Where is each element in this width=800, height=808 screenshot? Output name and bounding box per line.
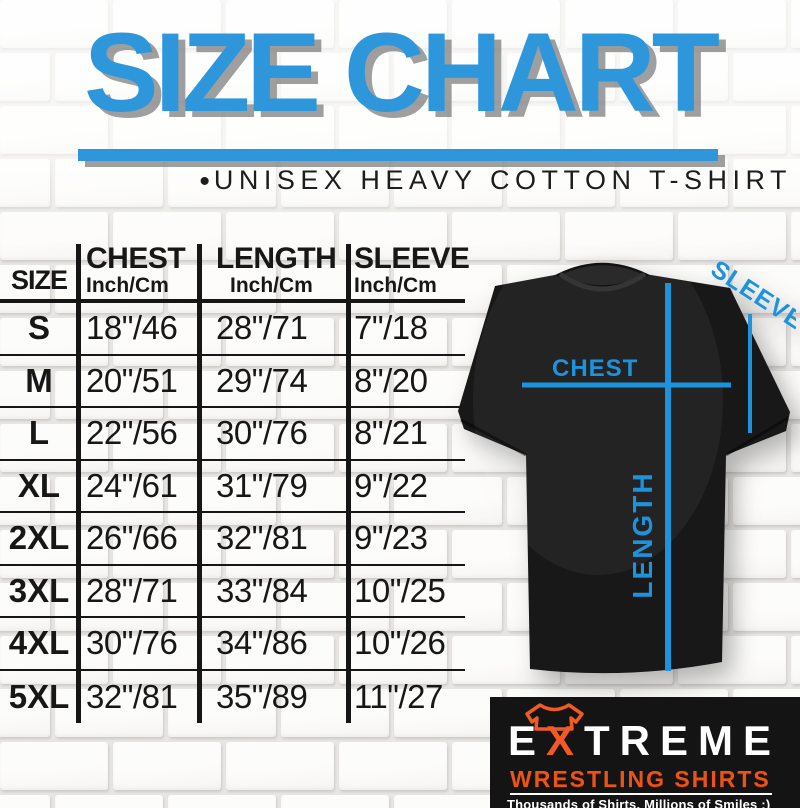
brand-tagline: Thousands of Shirts. Millions of Smiles … [507,797,771,808]
bullet-icon: • [199,165,210,198]
header-size: SIZE [10,265,68,295]
brand-subname: WRESTLING SHIRTS [510,766,771,792]
table-row: M 20"/51 29"/74 8"/20 [0,356,465,408]
tshirt-photo [458,250,790,674]
length-value: 29"/74 [216,361,308,399]
length-value: 34"/86 [216,624,308,662]
header-chest: CHEST Inch/Cm [86,241,186,297]
table-row: 5XL 32"/81 35"/89 11"/27 [0,671,465,724]
length-value: 33"/84 [216,571,308,609]
header-length: LENGTH Inch/Cm [216,241,337,297]
collar-band [558,271,647,292]
table-row: L 22"/56 30"/76 8"/21 [0,408,465,461]
sleeve-value: 7"/18 [354,309,428,347]
sleeve-value: 10"/26 [354,624,446,662]
sleeve-crease-right [725,416,789,457]
size-label: S [27,309,50,347]
length-value: 32"/81 [216,519,308,557]
brand-logo: EXTREME WRESTLING SHIRTS Thousands of Sh… [490,697,800,808]
chest-value: 28"/71 [86,571,178,609]
sleeve-value: 10"/25 [354,571,446,609]
table-row: 3XL 28"/71 33"/84 10"/25 [0,566,465,618]
size-label: 3XL [8,571,70,609]
brand-name-prefix: E [508,717,547,764]
table-header-row: SIZE CHEST Inch/Cm LENGTH Inch/Cm SLEEVE… [0,241,470,303]
table-row: 4XL 30"/76 34"/86 10"/26 [0,618,465,671]
table-row: XL 24"/61 31"/79 9"/22 [0,461,465,513]
chest-label: CHEST [552,355,638,382]
size-label: 4XL [8,624,70,662]
size-table: SIZE CHEST Inch/Cm LENGTH Inch/Cm SLEEVE… [0,241,470,724]
table-row: 2XL 26"/66 32"/81 9"/23 [0,513,465,566]
page-title: SIZE CHART [84,10,720,135]
sleeve-value: 9"/23 [354,519,428,557]
length-value: 28"/71 [216,309,308,347]
sleeve-value: 9"/22 [354,466,428,504]
fabric-highlight [473,250,723,575]
brand-name-suffix: TREME [584,717,782,764]
sleeve-value: 8"/20 [354,361,428,399]
chest-value: 22"/56 [86,414,178,452]
tshirt-icon [525,703,584,731]
subtitle: • UNISEX HEAVY COTTON T-SHIRT [199,165,792,199]
brand-name-x: X [546,717,585,764]
table-divider [346,244,351,723]
chest-value: 26"/66 [86,519,178,557]
chest-value: 18"/46 [86,309,178,347]
sleeve-value: 11"/27 [354,677,443,715]
size-label: M [25,361,53,399]
subtitle-text: UNISEX HEAVY COTTON T-SHIRT [213,165,792,195]
tshirt-body [458,274,790,674]
length-value: 35"/89 [216,677,308,715]
size-label: 5XL [8,677,70,715]
tshirt-diagram: CHEST LENGTH SLEEVE [458,250,796,674]
sleeve-value: 8"/21 [354,414,428,452]
logo-divider [510,793,772,795]
table-row: S 18"/46 28"/71 7"/18 [0,303,465,356]
title-underline [78,149,718,161]
table-divider [197,244,202,723]
size-label: XL [17,466,61,504]
chest-value: 30"/76 [86,624,178,662]
table-divider [76,244,81,723]
brand-name: EXTREME [508,720,781,762]
length-value: 30"/76 [216,414,308,452]
chest-value: 32"/81 [86,677,178,715]
length-label: LENGTH [627,471,658,598]
chest-value: 24"/61 [86,466,178,504]
size-label: 2XL [8,519,70,557]
header-sleeve: SLEEVE Inch/Cm [354,241,470,297]
sleeve-crease-left [460,418,527,457]
length-value: 31"/79 [216,466,308,504]
chest-value: 20"/51 [86,361,178,399]
size-label: L [28,414,50,452]
